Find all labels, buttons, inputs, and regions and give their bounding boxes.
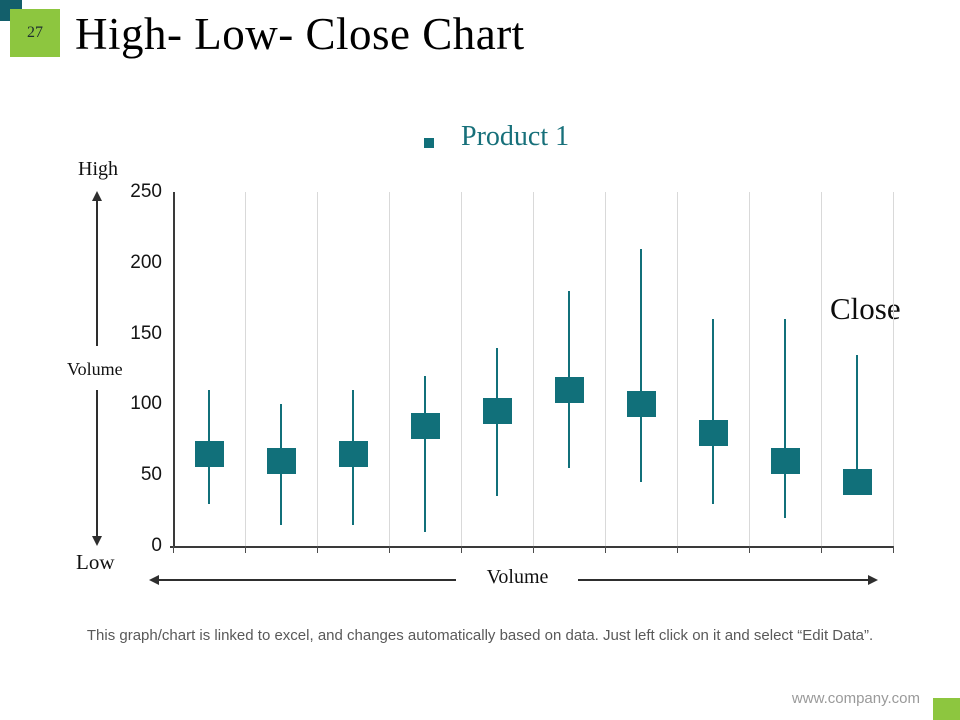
low-arrow-line — [96, 390, 98, 537]
y-tick-label: 50 — [140, 464, 162, 486]
page-number: 27 — [27, 24, 43, 41]
legend-marker-icon — [424, 138, 434, 148]
up-arrowhead-icon — [92, 191, 102, 201]
volume-arrow-left-line — [158, 579, 456, 581]
x-axis-tick — [533, 546, 534, 553]
gridline — [821, 192, 822, 550]
y-tick-label: 250 — [130, 181, 162, 202]
close-marker — [842, 469, 872, 496]
y-axis-line — [173, 192, 175, 547]
gridline — [461, 192, 462, 550]
x-axis-tick — [893, 546, 894, 553]
close-marker — [410, 412, 440, 439]
x-axis-tick — [605, 546, 606, 553]
close-annotation: Close — [830, 291, 901, 326]
high-low-whisker — [640, 248, 642, 483]
y-tick-label: 200 — [130, 251, 162, 273]
y-axis-volume-label: Volume — [67, 359, 123, 379]
volume-arrow-right-line — [578, 579, 869, 581]
x-axis-tick — [749, 546, 750, 553]
gridline — [893, 192, 894, 550]
x-axis-tick — [245, 546, 246, 553]
close-marker — [482, 398, 512, 425]
y-tick-label: 150 — [130, 322, 162, 344]
high-low-whisker — [856, 354, 858, 483]
left-arrowhead-icon — [149, 575, 159, 585]
high-low-whisker — [712, 319, 714, 504]
x-axis-tick — [677, 546, 678, 553]
website-url: www.company.com — [791, 690, 920, 707]
x-axis-tick — [389, 546, 390, 553]
y-tick-label: 0 — [151, 535, 162, 556]
x-axis-volume-label: Volume — [486, 566, 549, 588]
y-axis-low-label: Low — [76, 550, 115, 574]
gridline — [533, 192, 534, 550]
high-low-whisker — [784, 319, 786, 518]
close-marker — [626, 391, 656, 418]
slide-title: High- Low- Close Chart — [75, 9, 525, 59]
close-marker — [266, 448, 296, 475]
gridline — [749, 192, 750, 550]
gridline — [317, 192, 318, 550]
x-axis-tick — [173, 546, 174, 553]
high-arrow-line — [96, 200, 98, 346]
x-axis-line — [170, 546, 894, 548]
footer-note: This graph/chart is linked to excel, and… — [86, 627, 874, 644]
high-low-whisker — [424, 376, 426, 532]
bottom-right-accent — [933, 698, 960, 720]
gridline — [677, 192, 678, 550]
right-arrowhead-icon — [868, 575, 878, 585]
close-marker — [338, 440, 368, 467]
x-axis-tick — [461, 546, 462, 553]
close-marker — [554, 377, 584, 404]
close-marker — [194, 440, 224, 467]
close-marker — [698, 419, 728, 446]
x-axis-tick — [317, 546, 318, 553]
x-axis-tick — [821, 546, 822, 553]
y-tick-label: 100 — [130, 393, 162, 415]
down-arrowhead-icon — [92, 536, 102, 546]
gridline — [389, 192, 390, 550]
page-number-badge: 27 — [10, 9, 60, 57]
legend-label: Product 1 — [461, 121, 570, 152]
close-marker — [770, 448, 800, 475]
gridline — [245, 192, 246, 550]
y-axis-high-label: High — [78, 158, 118, 180]
gridline — [605, 192, 606, 550]
